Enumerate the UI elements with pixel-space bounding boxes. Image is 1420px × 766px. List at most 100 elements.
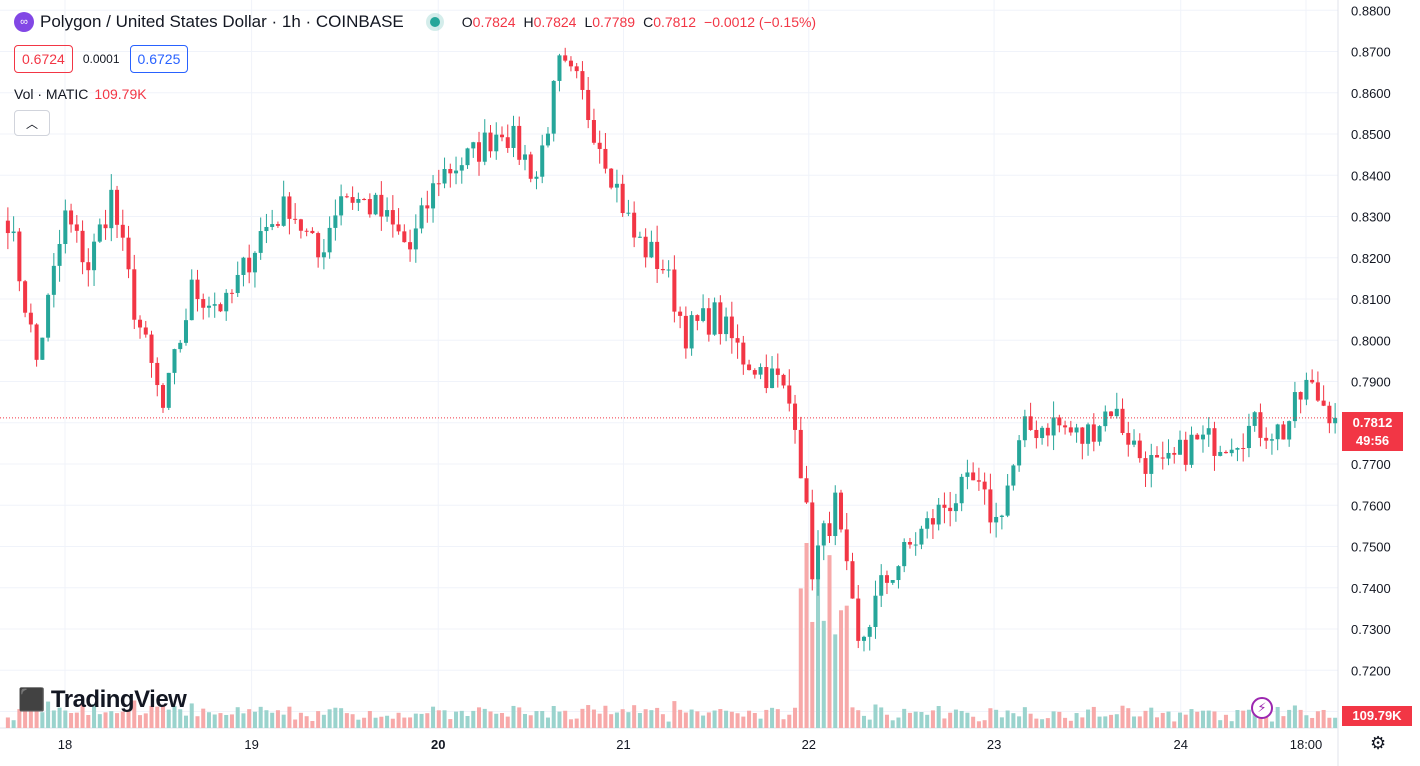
candle-body [321, 252, 326, 258]
volume-bar [46, 701, 51, 728]
candle-body [747, 364, 752, 371]
candle-body [477, 142, 482, 162]
volume-bar [1281, 716, 1286, 728]
volume-bar [304, 716, 309, 728]
open-value: 0.7824 [472, 14, 516, 30]
volume-bar [1327, 717, 1332, 728]
candle-body [706, 308, 711, 335]
volume-bar [344, 713, 349, 728]
volume-bar [431, 706, 436, 728]
volume-bar [373, 717, 378, 728]
volume-bar [120, 711, 125, 728]
candle-body [138, 319, 143, 328]
candle-body [1109, 411, 1114, 417]
volume-bar [1246, 709, 1251, 728]
candle-body [333, 215, 338, 228]
candle-body [155, 362, 160, 386]
candle-body [149, 334, 154, 363]
volume-bar [1011, 713, 1016, 728]
volume-bar [293, 719, 298, 728]
candle-body [465, 148, 470, 166]
y-tick-label: 0.8200 [1351, 251, 1391, 266]
candle-body [890, 580, 895, 583]
candle-body [344, 196, 349, 198]
candle-body [442, 168, 447, 184]
candle-body [132, 269, 137, 320]
candle-body [23, 281, 28, 313]
volume-bar [356, 719, 361, 728]
candle-body [999, 515, 1004, 517]
high-value: 0.7824 [533, 14, 577, 30]
volume-bar [143, 713, 148, 728]
candle-body [1005, 485, 1010, 516]
candle-body [206, 305, 211, 308]
candle-body [482, 132, 487, 162]
volume-bar [1160, 712, 1165, 728]
candle-body [499, 134, 505, 138]
volume-bar [1114, 714, 1119, 728]
volume-bar [902, 708, 907, 728]
volume-bar [729, 711, 734, 728]
candle-body [1258, 412, 1263, 438]
change-value: −0.0012 (−0.15%) [704, 14, 817, 30]
volume-bar [884, 714, 889, 728]
volume-bar [448, 719, 453, 728]
volume-bar [212, 714, 217, 728]
candle-body [327, 227, 332, 253]
volume-bar [402, 717, 407, 728]
volume-bar [764, 709, 769, 728]
volume-bar [637, 713, 642, 728]
candle-body [454, 170, 459, 174]
volume-bar [465, 716, 470, 728]
candle-body [1040, 427, 1045, 439]
volume-bar [896, 717, 901, 728]
volume-bar [74, 712, 79, 728]
candle-body [695, 315, 700, 321]
candle-body [339, 196, 344, 216]
volume-bar [34, 710, 39, 728]
candle-body [34, 324, 39, 360]
volume-bar [1154, 717, 1160, 728]
volume-bar [379, 716, 384, 728]
tradingview-logo[interactable]: ⬛ TradingView [18, 686, 187, 714]
candle-body [229, 292, 234, 294]
lightning-icon[interactable]: ⚡ [1251, 697, 1273, 719]
candle-body [235, 274, 240, 294]
volume-bar [1149, 707, 1154, 728]
gear-icon[interactable]: ⚙ [1370, 733, 1387, 753]
collapse-legend-button[interactable]: ︿ [14, 110, 50, 136]
symbol-title[interactable]: Polygon / United States Dollar · 1h · CO… [40, 12, 404, 31]
y-tick-label: 0.7400 [1351, 581, 1391, 596]
volume-bar [333, 707, 338, 728]
volume-tag: 109.79K [1342, 706, 1412, 726]
volume-bar [936, 706, 941, 728]
tradingview-mark-icon: ⬛ [18, 687, 45, 712]
candle-body [304, 230, 309, 232]
candle-body [1241, 448, 1246, 450]
volume-bar [988, 708, 993, 728]
candle-body [752, 370, 757, 375]
candle-body [201, 299, 206, 308]
volume-bar [1022, 707, 1027, 728]
candle-body [861, 636, 866, 641]
buy-button[interactable]: 0.6725 [129, 45, 189, 73]
candle-body [1132, 440, 1137, 445]
volume-bar [505, 716, 510, 728]
candle-body [1223, 451, 1228, 454]
candle-body [655, 241, 660, 270]
candle-body [994, 516, 999, 523]
candle-body [1154, 455, 1160, 458]
candle-body [1160, 457, 1165, 459]
sell-button[interactable]: 0.6724 [14, 45, 73, 73]
y-tick-label: 0.8500 [1351, 127, 1391, 142]
candle-body [626, 212, 631, 214]
candle-body [1269, 439, 1274, 441]
candle-body [925, 518, 930, 529]
candle-body [545, 133, 550, 146]
candle-body [494, 134, 499, 152]
candle-body [787, 385, 792, 404]
volume-bar [224, 714, 229, 728]
candle-body [683, 315, 688, 349]
low-value: 0.7789 [592, 14, 636, 30]
